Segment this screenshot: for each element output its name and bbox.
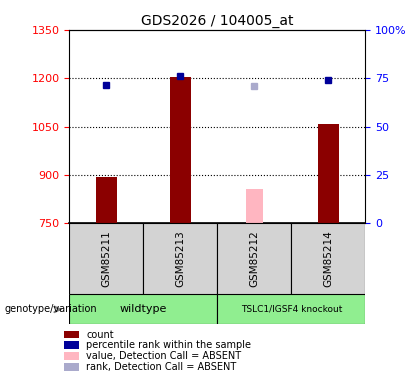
Text: GSM85211: GSM85211: [101, 230, 111, 287]
Text: TSLC1/IGSF4 knockout: TSLC1/IGSF4 knockout: [241, 305, 342, 314]
Bar: [170, 76, 191, 223]
Text: wildtype: wildtype: [120, 304, 167, 314]
Bar: [65, 363, 79, 370]
Bar: [218, 223, 291, 294]
Bar: [218, 294, 365, 324]
Bar: [65, 341, 79, 349]
Bar: [291, 223, 365, 294]
Bar: [65, 352, 79, 360]
Bar: [65, 331, 79, 338]
Bar: [69, 294, 218, 324]
Bar: [246, 189, 263, 223]
Bar: [143, 223, 218, 294]
Text: count: count: [86, 330, 114, 339]
Text: percentile rank within the sample: percentile rank within the sample: [86, 340, 251, 350]
Text: GSM85213: GSM85213: [175, 230, 185, 287]
Bar: [69, 223, 143, 294]
Text: GSM85214: GSM85214: [323, 230, 333, 287]
Text: value, Detection Call = ABSENT: value, Detection Call = ABSENT: [86, 351, 241, 361]
Bar: [96, 177, 117, 223]
Text: rank, Detection Call = ABSENT: rank, Detection Call = ABSENT: [86, 362, 236, 372]
Bar: [318, 124, 339, 223]
Text: genotype/variation: genotype/variation: [4, 304, 97, 314]
Text: GSM85212: GSM85212: [249, 230, 260, 287]
Title: GDS2026 / 104005_at: GDS2026 / 104005_at: [141, 13, 294, 28]
